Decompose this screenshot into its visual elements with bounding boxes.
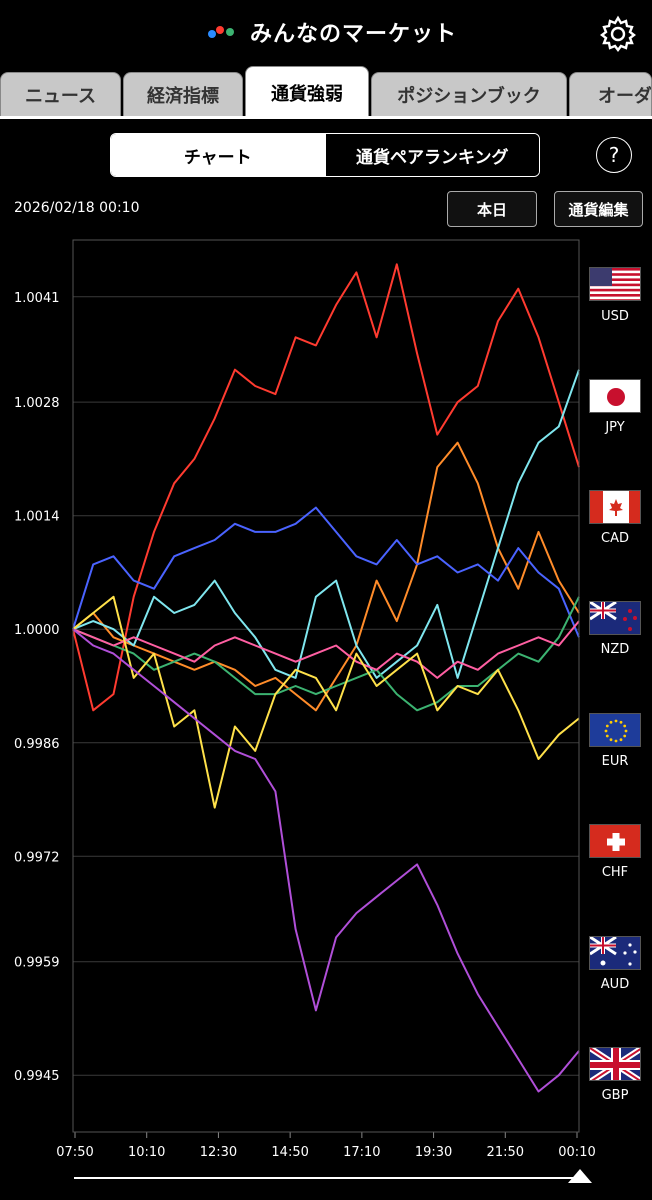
today-button[interactable]: 本日	[447, 191, 537, 227]
strength-chart: 0.9945 0.9959 0.9972 0.9986 1.0000 1.0014 1.00…	[14, 239, 596, 1160]
currency-label-chf: CHF	[601, 865, 629, 880]
tab-divider	[0, 116, 652, 119]
x-tick-label: 07:50	[56, 1145, 93, 1160]
currency-label-aud: AUD	[600, 977, 630, 992]
series-line-usd	[72, 263, 580, 712]
currency-label-gbp: GBP	[601, 1088, 629, 1103]
series-line-gbp	[72, 628, 580, 1093]
plot-frame	[72, 239, 580, 1133]
y-tick-label: 1.0000	[14, 623, 60, 638]
x-axis-labels: 07:50 10:10 12:30 14:50 17:10 19:30 21:50 00:10	[56, 1145, 595, 1160]
x-tick-label: 14:50	[271, 1145, 308, 1160]
y-tick-label: 1.0028	[14, 396, 60, 411]
app-logo-icon	[208, 26, 234, 38]
view-segmented-control: チャート 通貨ペアランキング	[110, 133, 540, 177]
usd-flag-icon[interactable]	[589, 267, 641, 301]
x-tick-label: 19:30	[415, 1145, 452, 1160]
app-header: みんなのマーケット	[0, 0, 652, 68]
y-tick-label: 1.0014	[14, 510, 60, 525]
help-icon[interactable]: ?	[596, 137, 632, 173]
x-tick-label: 12:30	[200, 1145, 237, 1160]
series-line-jpy	[72, 441, 580, 712]
series-line-nzd	[72, 506, 580, 638]
chf-flag-icon[interactable]	[589, 824, 641, 858]
x-tick-label: 00:10	[558, 1145, 595, 1160]
gear-icon[interactable]	[598, 14, 638, 54]
segment-chart[interactable]: チャート	[111, 134, 325, 176]
time-slider-handle[interactable]	[568, 1169, 592, 1183]
tab-economic-indicators[interactable]: 経済指標	[123, 72, 243, 116]
x-tick-label: 17:10	[343, 1145, 380, 1160]
y-tick-label: 0.9972	[14, 850, 60, 865]
jpy-flag-icon[interactable]	[589, 379, 641, 413]
cad-flag-icon[interactable]	[589, 490, 641, 524]
series-line-aud	[72, 595, 580, 809]
app-title: みんなのマーケット	[250, 22, 458, 47]
tab-order[interactable]: オーダー	[569, 72, 652, 116]
aud-flag-icon[interactable]	[589, 936, 641, 970]
currency-label-nzd: NZD	[600, 642, 630, 657]
currency-label-jpy: JPY	[605, 420, 625, 435]
currency-label-eur: EUR	[601, 754, 629, 769]
chart-grid	[73, 296, 579, 1138]
currency-label-usd: USD	[601, 309, 629, 324]
tab-currency-strength[interactable]: 通貨強弱	[245, 66, 369, 118]
tab-news[interactable]: ニュース	[0, 72, 121, 116]
gbp-flag-icon[interactable]	[589, 1047, 641, 1081]
edit-currencies-button[interactable]: 通貨編集	[554, 191, 643, 227]
tab-position-book[interactable]: ポジションブック	[371, 72, 567, 116]
datetime-label: 2026/02/18 00:10	[14, 200, 140, 216]
series-line-cad	[72, 369, 580, 679]
eur-flag-icon[interactable]	[589, 713, 641, 747]
y-tick-label: 0.9959	[14, 956, 60, 971]
y-axis-labels: 0.9945 0.9959 0.9972 0.9986 1.0000 1.0014 1.00…	[14, 291, 60, 1084]
tab-bar: ニュース 経済指標 通貨強弱 ポジションブック オーダー	[0, 66, 652, 118]
chart-series	[72, 263, 580, 1093]
series-line-chf	[72, 620, 580, 679]
x-tick-label: 10:10	[128, 1145, 165, 1160]
y-tick-label: 0.9986	[14, 737, 60, 752]
y-tick-label: 1.0041	[14, 291, 60, 306]
x-tick-label: 21:50	[487, 1145, 524, 1160]
segment-pair-ranking[interactable]: 通貨ペアランキング	[324, 134, 539, 176]
y-tick-label: 0.9945	[14, 1069, 60, 1084]
nzd-flag-icon[interactable]	[589, 601, 641, 635]
time-slider-track[interactable]	[74, 1177, 580, 1179]
currency-label-cad: CAD	[601, 531, 629, 546]
